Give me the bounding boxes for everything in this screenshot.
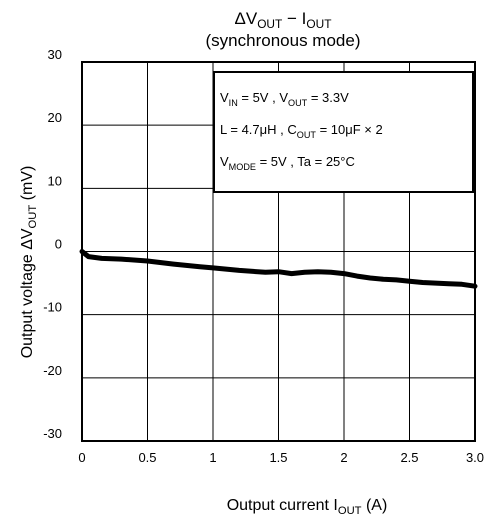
x-tick-label: 3.0 <box>466 450 484 465</box>
annotation-box <box>213 71 474 193</box>
y-tick-label: 0 <box>55 237 62 252</box>
y-tick-label: -30 <box>43 426 62 441</box>
x-tick-label: 1 <box>209 450 216 465</box>
series-group <box>79 249 478 289</box>
series-line <box>79 249 478 289</box>
y-tick-label: 20 <box>48 110 62 125</box>
y-tick-labels: 30 20 10 0 -10 -20 -30 <box>43 47 62 441</box>
annotation-line: VMODE = 5V , Ta = 25°C <box>220 154 355 172</box>
chart-subtitle: (synchronous mode) <box>206 31 361 50</box>
y-tick-label: -10 <box>43 300 62 315</box>
x-tick-label: 2.5 <box>400 450 418 465</box>
x-tick-labels: 0 0.5 1 1.5 2 2.5 3.0 <box>78 450 484 465</box>
x-axis-label: Output current IOUT (A) <box>227 497 388 517</box>
chart-title: ΔVOUT − IOUT <box>234 9 331 31</box>
annotation-line: VIN = 5V , VOUT = 3.3V <box>220 90 349 108</box>
annotation-line: L = 4.7μH , COUT = 10μF × 2 <box>220 122 383 140</box>
y-tick-label: 10 <box>48 173 62 188</box>
y-tick-label: 30 <box>48 47 62 62</box>
plot-frame <box>81 61 476 442</box>
x-tick-label: 0 <box>78 450 85 465</box>
y-tick-label: -20 <box>43 363 62 378</box>
annotation-lines: VIN = 5V , VOUT = 3.3V L = 4.7μH , COUT =… <box>220 90 383 172</box>
x-tick-label: 1.5 <box>269 450 287 465</box>
x-tick-label: 0.5 <box>138 450 156 465</box>
y-axis-label: Output voltage ΔVOUT (mV) <box>19 166 39 359</box>
x-tick-label: 2 <box>340 450 347 465</box>
